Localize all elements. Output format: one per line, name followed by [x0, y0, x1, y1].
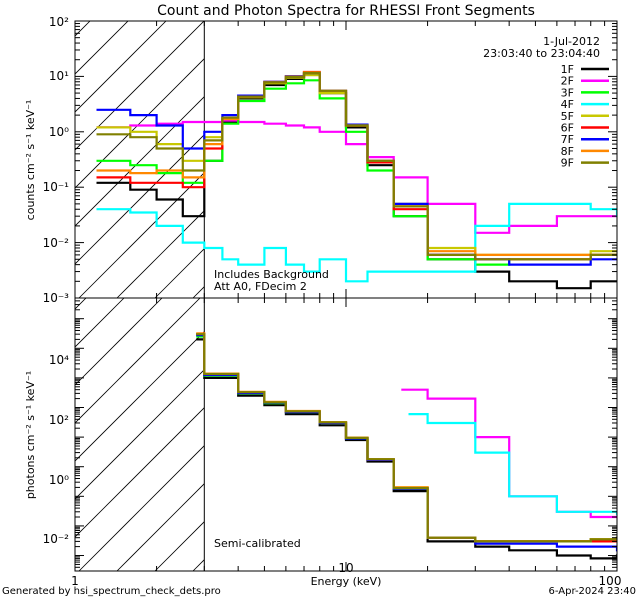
top-y-tick-label: 10¹	[49, 69, 69, 83]
bottom-series-group	[196, 332, 617, 560]
hatch-line	[75, 331, 205, 462]
series-line-4f	[96, 202, 617, 283]
top-hatch-region	[75, 21, 205, 298]
axis-ticks	[74, 20, 618, 572]
time-range-label: 23:03:40 to 23:04:40	[483, 47, 600, 60]
legend-label: 6F	[561, 122, 574, 135]
semi-calibrated-annotation: Semi-calibrated	[214, 537, 301, 550]
legend-label: 3F	[561, 86, 574, 99]
top-y-tick-labels: 10⁻³ 10⁻² 10⁻¹ 10⁰ 10¹ 10²	[43, 15, 70, 305]
top-series-group	[96, 70, 617, 290]
top-y-axis-label: counts cm⁻² s⁻¹ keV⁻¹	[24, 100, 37, 221]
hatch-line	[116, 483, 205, 571]
top-y-tick-label: 10⁻¹	[43, 180, 70, 194]
x-axis-label: Energy (keV)	[311, 575, 382, 588]
series-line-1f	[196, 338, 617, 560]
bottom-y-axis-label: photons cm⁻² s⁻¹ keV⁻¹	[24, 371, 37, 499]
top-y-tick-label: 10²	[49, 15, 69, 29]
hatch-line	[75, 298, 163, 386]
hatch-line	[116, 210, 205, 298]
x-tick-label: 100	[599, 574, 622, 588]
legend-label: 2F	[561, 75, 574, 88]
legend-label: 4F	[561, 98, 574, 111]
top-y-tick-label: 10⁰	[49, 125, 69, 139]
bottom-y-tick-label: 10²	[49, 413, 69, 427]
date-label: 1-Jul-2012	[543, 35, 600, 48]
hatch-line	[75, 134, 205, 265]
x-tick-label: 10	[338, 561, 353, 575]
legend-label: 7F	[561, 133, 574, 146]
legend-label: 5F	[561, 110, 574, 123]
background-annotation: Includes Background	[214, 268, 329, 281]
hatch-line	[75, 298, 125, 348]
hatch-line	[75, 21, 205, 151]
hatch-line	[75, 58, 205, 189]
x-tick-label: 1	[71, 574, 79, 588]
attenuator-annotation: Att A0, FDecim 2	[214, 280, 307, 293]
top-y-tick-label: 10⁻²	[43, 236, 70, 250]
bottom-y-tick-labels: 10⁻² 10⁰ 10² 10⁴	[43, 353, 70, 546]
hatch-line	[75, 21, 91, 37]
figure-title: Count and Photon Spectra for RHESSI Fron…	[157, 3, 535, 19]
top-y-tick-label: 10⁻³	[43, 291, 70, 305]
series-line-4f	[408, 413, 617, 516]
bottom-hatch-region	[75, 298, 205, 571]
bottom-y-tick-label: 10⁰	[49, 473, 69, 487]
bottom-y-tick-label: 10⁻²	[43, 532, 70, 546]
footer-generated: Generated by hsi_spectrum_check_dets.pro	[2, 586, 221, 597]
hatch-line	[75, 96, 205, 227]
hatch-line	[78, 445, 205, 571]
hatch-line	[75, 369, 205, 500]
hatch-line	[78, 172, 205, 298]
bottom-y-tick-label: 10⁴	[49, 353, 69, 367]
hatch-line	[75, 21, 167, 113]
legend-label: 1F	[561, 63, 574, 76]
legend-label: 8F	[561, 145, 574, 158]
x-tick-labels: 1 10 100	[71, 561, 621, 588]
series-line-2f	[96, 119, 617, 234]
legend-label: 9F	[561, 157, 574, 170]
footer-timestamp: 6-Apr-2024 23:40	[549, 586, 636, 597]
hatch-line	[75, 298, 201, 424]
series-line-9f	[196, 333, 617, 543]
series-line-9f	[96, 71, 617, 261]
hatch-line	[75, 407, 205, 538]
hatch-line	[75, 21, 129, 75]
series-line-3f	[96, 79, 617, 266]
